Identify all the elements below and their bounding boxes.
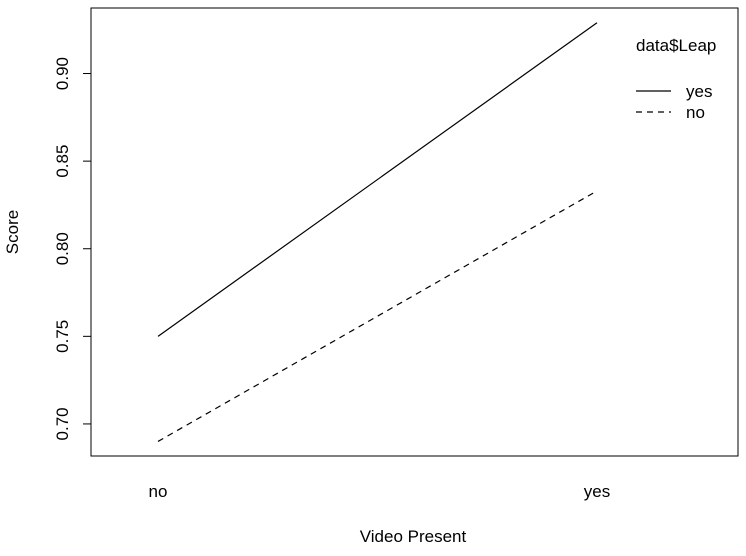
x-axis-title: Video Present — [360, 527, 467, 546]
legend-label-no: no — [686, 103, 705, 122]
series-line-yes — [157, 22, 598, 337]
x-axis-labels: no yes — [149, 482, 611, 501]
legend: data$Leap yes no — [636, 36, 716, 122]
y-axis: 0.70 0.75 0.80 0.85 0.90 — [53, 57, 91, 440]
legend-label-yes: yes — [686, 82, 712, 101]
x-tick-label: no — [149, 482, 168, 501]
y-tick-label: 0.70 — [53, 407, 72, 440]
legend-title: data$Leap — [636, 36, 716, 55]
y-tick-label: 0.90 — [53, 57, 72, 90]
plot-frame — [90, 7, 739, 457]
x-tick-label: yes — [584, 482, 610, 501]
series-lines — [157, 22, 598, 442]
y-axis-title: Score — [3, 210, 22, 254]
y-tick-label: 0.85 — [53, 145, 72, 178]
y-tick-label: 0.75 — [53, 320, 72, 353]
y-tick-label: 0.80 — [53, 232, 72, 265]
series-line-no — [157, 190, 598, 442]
